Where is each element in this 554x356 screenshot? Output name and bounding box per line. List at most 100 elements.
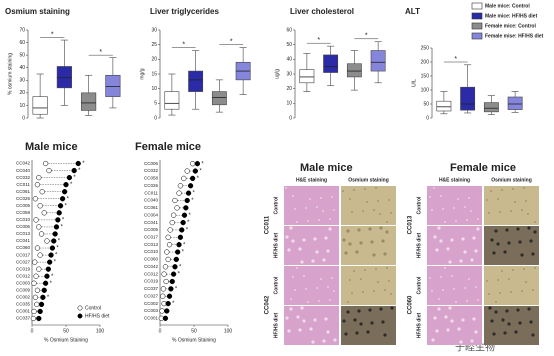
strain-label: CC060 (408, 295, 414, 314)
texture (353, 189, 355, 191)
micrograph (341, 186, 396, 225)
texture (298, 328, 302, 332)
dot (160, 293, 166, 299)
category-label: CC032 (16, 175, 31, 180)
significance-star: * (51, 31, 54, 38)
dot (56, 210, 62, 216)
dot (32, 259, 38, 265)
category-label: CC061 (16, 189, 31, 194)
texture (313, 237, 317, 241)
texture (309, 327, 313, 331)
micrograph (484, 266, 539, 305)
texture (379, 307, 383, 311)
texture (326, 249, 330, 253)
texture (291, 239, 295, 243)
significance-star: * (201, 161, 204, 167)
texture (342, 238, 346, 242)
dot (36, 224, 42, 230)
y-tick-label: 10 (151, 86, 157, 92)
texture (300, 260, 304, 264)
texture (342, 319, 346, 323)
x-tick-label: 100 (96, 328, 105, 334)
category-label: CC013 (16, 231, 31, 236)
texture (305, 288, 307, 290)
texture (503, 250, 507, 254)
significance-star: * (179, 264, 182, 270)
dot (31, 280, 37, 286)
texture (499, 211, 501, 213)
texture (373, 209, 375, 211)
significance-star: * (50, 281, 53, 287)
significance-star: * (178, 272, 181, 278)
y-tick-label: 60 (19, 40, 25, 46)
texture (331, 196, 333, 198)
texture (381, 239, 385, 243)
category-label: CC037 (16, 316, 31, 321)
texture (501, 270, 503, 272)
dot (176, 242, 182, 248)
texture (490, 190, 492, 192)
texture (351, 292, 353, 294)
texture (357, 228, 361, 232)
y-tick-label: 50 (286, 42, 292, 48)
box (32, 96, 48, 115)
row-label: Control (273, 276, 279, 294)
significance-star: * (197, 176, 200, 182)
chart-title: ALT (405, 7, 420, 16)
texture (431, 290, 433, 292)
texture (472, 236, 476, 240)
box (105, 74, 121, 97)
texture (532, 289, 534, 291)
legend-label: HF/HS diet (85, 313, 110, 319)
box (436, 100, 452, 112)
texture (388, 199, 390, 201)
y-tick-label: 30 (151, 27, 157, 33)
significance-star: * (172, 301, 175, 307)
texture (349, 279, 351, 281)
y-tick-label: 15 (151, 71, 157, 77)
significance-star: * (55, 253, 58, 259)
texture (331, 277, 333, 279)
dot (187, 183, 194, 189)
x-tick-label: 50 (63, 328, 69, 334)
texture (292, 276, 294, 278)
texture (486, 199, 488, 201)
legend-swatch (471, 32, 483, 40)
texture (322, 339, 326, 343)
y-tick-label: 40 (286, 57, 292, 63)
texture (324, 317, 328, 321)
dot (184, 168, 190, 174)
y-tick-label: 50 (423, 101, 429, 107)
texture (362, 210, 364, 212)
dot (170, 271, 177, 277)
texture (329, 218, 331, 220)
texture (353, 318, 357, 322)
texture (486, 280, 488, 282)
texture (357, 309, 361, 313)
texture (435, 248, 439, 252)
texture (379, 226, 383, 230)
texture (349, 198, 351, 200)
dot (47, 259, 53, 265)
category-label: CC012 (144, 271, 159, 276)
dot (181, 175, 187, 182)
texture (390, 293, 392, 295)
texture (313, 318, 317, 322)
dot (34, 287, 41, 293)
y-tick-label: 20 (151, 57, 157, 63)
dot (161, 271, 167, 277)
significance-star: * (182, 250, 185, 256)
category-label: CC060 (16, 245, 31, 250)
texture (353, 270, 355, 272)
texture (475, 286, 477, 288)
dot (189, 175, 196, 182)
dot (165, 256, 171, 263)
texture (360, 278, 362, 280)
legend-marker (77, 313, 83, 319)
texture (302, 238, 306, 242)
dot (166, 242, 173, 248)
texture (516, 308, 520, 312)
dot (36, 266, 42, 272)
chart-title: Osmium staining (5, 7, 70, 16)
texture (453, 207, 455, 209)
